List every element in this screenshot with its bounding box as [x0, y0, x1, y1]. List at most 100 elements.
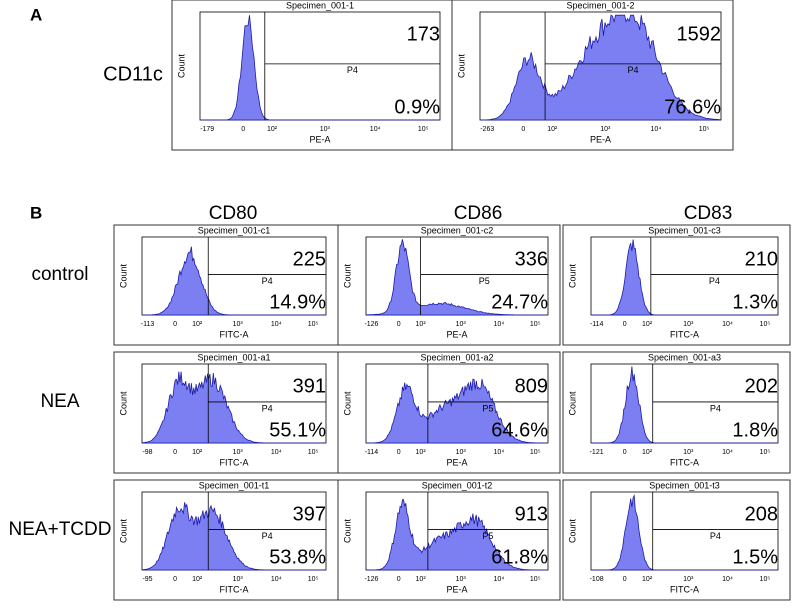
- y-axis-label: Count: [567, 391, 577, 416]
- plot-frame: [562, 224, 791, 346]
- x-tick-label: 10⁵: [699, 126, 710, 133]
- x-tick-label: 0: [173, 321, 177, 328]
- plot-frame: [562, 351, 791, 474]
- gate-percent: 1.5%: [732, 546, 778, 568]
- x-tick-label: 0: [623, 576, 627, 583]
- gate-label: P4: [262, 531, 273, 541]
- y-axis-label: Count: [342, 391, 352, 416]
- x-tick-label: 10³: [233, 321, 244, 328]
- column-label: CD86: [454, 203, 503, 224]
- column-label: CD80: [209, 203, 258, 224]
- x-tick-label: 10²: [416, 449, 427, 456]
- x-tick-label: 10³: [456, 321, 467, 328]
- y-axis-label: Count: [567, 519, 577, 544]
- x-tick-label: 10³: [233, 576, 244, 583]
- x-tick-label: 10⁵: [308, 576, 319, 583]
- y-axis-label: Count: [342, 264, 352, 289]
- x-tick-label: 10⁴: [271, 576, 282, 583]
- histogram: [200, 15, 440, 121]
- x-tick-label: 10⁴: [493, 576, 504, 583]
- y-axis-label: Count: [118, 519, 128, 544]
- x-tick-label: 10²: [547, 126, 558, 133]
- gate-label: P4: [262, 403, 273, 413]
- y-axis-label: Count: [342, 519, 352, 544]
- x-tick-label: 0: [173, 576, 177, 583]
- gate-label: P4: [628, 65, 639, 75]
- event-count: 225: [293, 248, 326, 270]
- event-count: 208: [745, 503, 778, 525]
- x-tick-label: 10²: [267, 126, 278, 133]
- x-tick-label: 10⁵: [308, 449, 319, 456]
- plot-title: Specimen_001-c2: [421, 225, 494, 235]
- gate-percent: 24.7%: [491, 291, 548, 313]
- x-axis-label: FITC-A: [220, 584, 249, 594]
- gate-label: P4: [709, 276, 720, 286]
- x-tick-label: 10²: [416, 321, 427, 328]
- column-label: CD83: [684, 203, 733, 224]
- row-label: NEA: [40, 391, 79, 412]
- x-tick-label: 10²: [642, 321, 653, 328]
- panel-label: B: [30, 203, 42, 222]
- plot-title: Specimen_001-2: [566, 0, 634, 10]
- x-tick-label: 10⁴: [651, 126, 662, 133]
- event-count: 397: [293, 503, 326, 525]
- x-axis-label: PE-A: [446, 584, 467, 594]
- y-axis-label: Count: [456, 54, 466, 79]
- plot-title: Specimen_001-c1: [198, 225, 271, 235]
- histogram: [480, 14, 722, 121]
- x-tick-label: 10²: [642, 449, 653, 456]
- x-tick-label: 10²: [192, 321, 203, 328]
- histogram: [142, 246, 326, 316]
- x-tick-label: 10⁴: [271, 321, 282, 328]
- gate-label: P5: [479, 276, 490, 286]
- gate-percent: 55.1%: [269, 419, 326, 441]
- x-tick-label: 10⁵: [308, 321, 319, 328]
- x-tick-label: 10⁵: [530, 449, 541, 456]
- x-axis-label: FITC-A: [670, 457, 699, 467]
- y-axis-label: Count: [118, 391, 128, 416]
- y-axis-label: Count: [567, 264, 577, 289]
- x-tick-label: 10⁵: [760, 321, 771, 328]
- plot-frame: [337, 479, 561, 601]
- event-count: 1592: [677, 23, 722, 45]
- plot-title: Specimen_001-t3: [649, 480, 720, 490]
- x-tick-label: 0: [397, 449, 401, 456]
- x-tick-label: 10²: [192, 449, 203, 456]
- panel-label: A: [30, 5, 42, 24]
- x-tick-label: 10⁵: [418, 126, 429, 133]
- gate-percent: 61.8%: [491, 546, 548, 568]
- histogram: [366, 378, 548, 444]
- event-count: 336: [515, 248, 548, 270]
- gate-percent: 1.8%: [732, 419, 778, 441]
- gate-label: P4: [262, 276, 273, 286]
- plot-title: Specimen_001-a2: [420, 352, 493, 362]
- x-tick-label: 0: [623, 449, 627, 456]
- x-tick-label: 10³: [600, 126, 611, 133]
- row-label: CD11c: [103, 63, 163, 85]
- gate-label: P5: [482, 403, 493, 413]
- x-axis-label: PE-A: [446, 329, 467, 339]
- x-tick-label: 10³: [683, 576, 694, 583]
- x-tick-label: 10³: [320, 126, 331, 133]
- x-tick-label: 10⁴: [722, 576, 733, 583]
- plot-title: Specimen_001-a3: [648, 352, 721, 362]
- x-tick-label: -126: [364, 576, 378, 583]
- x-axis-label: PE-A: [446, 457, 467, 467]
- x-tick-label: 0: [397, 576, 401, 583]
- x-axis-label: PE-A: [590, 134, 611, 144]
- gate-percent: 14.9%: [269, 291, 326, 313]
- row-label: control: [31, 264, 88, 285]
- x-tick-label: -121: [590, 449, 604, 456]
- event-count: 202: [745, 375, 778, 397]
- x-tick-label: 10⁴: [722, 321, 733, 328]
- x-tick-label: 10³: [683, 449, 694, 456]
- x-tick-label: 10⁵: [530, 321, 541, 328]
- x-tick-label: -179: [200, 126, 214, 133]
- x-tick-label: 10²: [642, 576, 653, 583]
- x-tick-label: -108: [590, 576, 604, 583]
- plot-title: Specimen_001-a1: [197, 352, 270, 362]
- x-tick-label: 10²: [416, 576, 427, 583]
- x-tick-label: 10⁴: [722, 449, 733, 456]
